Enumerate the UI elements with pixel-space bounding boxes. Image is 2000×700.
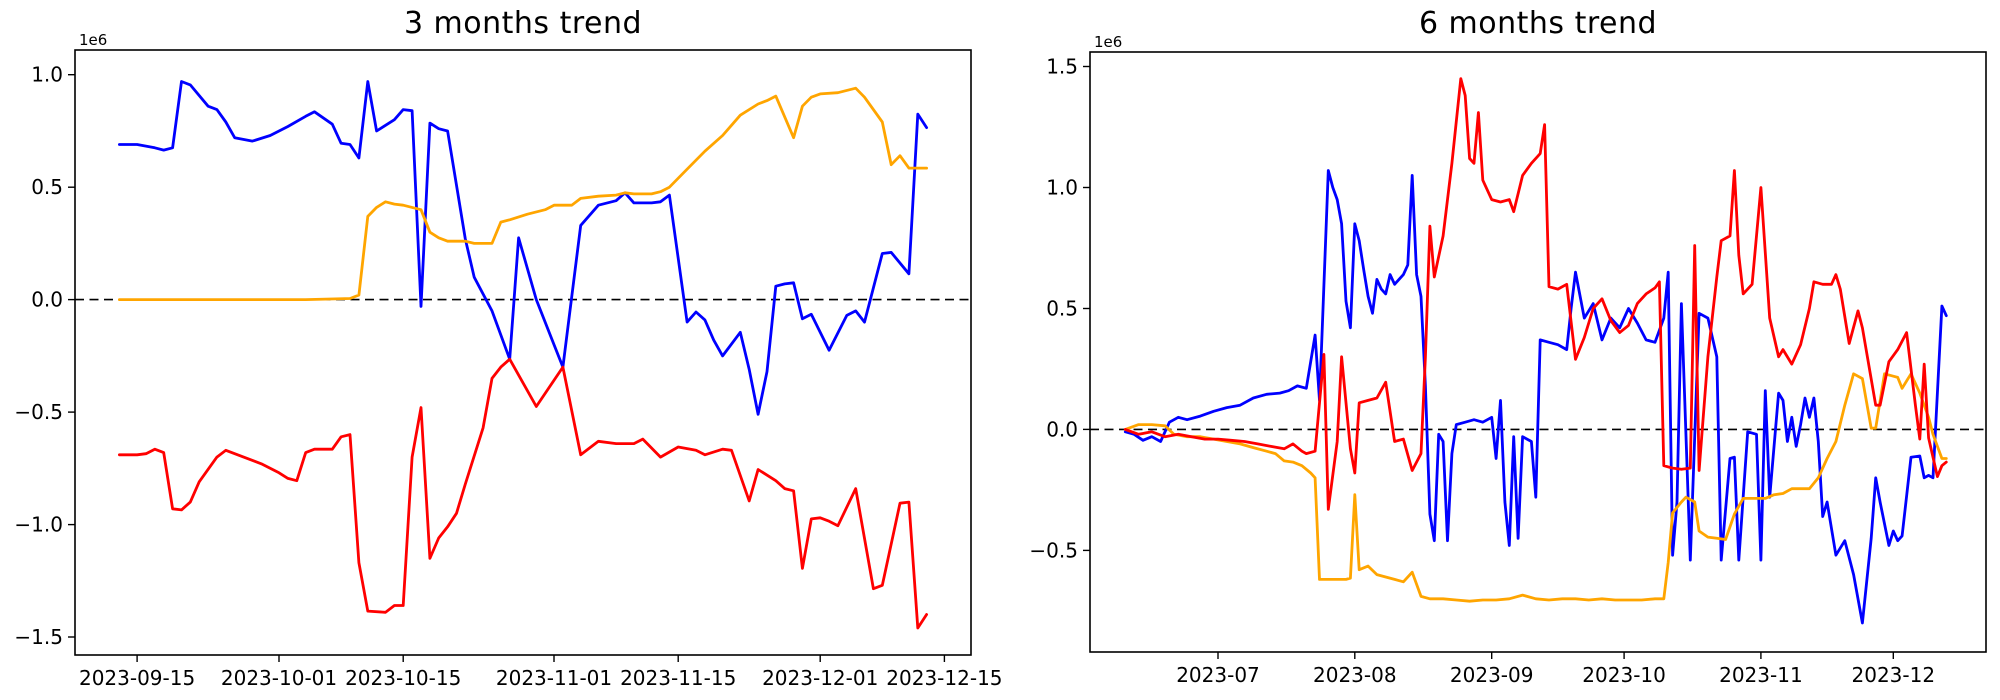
series-line-blue bbox=[1123, 169, 1948, 625]
x-tick-label: 2023-12-15 bbox=[886, 666, 1002, 690]
y-tick-label: 0.5 bbox=[1046, 297, 1078, 321]
chart-title-6-months: 6 months trend bbox=[1418, 6, 1658, 41]
y-tick-label: 0.0 bbox=[1046, 417, 1078, 441]
x-tick-label: 2023-12 bbox=[1852, 663, 1936, 687]
y-tick-label: 1.0 bbox=[31, 63, 63, 87]
x-tick-label: 2023-08 bbox=[1313, 663, 1397, 687]
x-tick-label: 2023-10 bbox=[1582, 663, 1666, 687]
series-line-red bbox=[1123, 77, 1948, 511]
x-tick-label: 2023-07 bbox=[1176, 663, 1260, 687]
series-line-orange bbox=[1123, 372, 1948, 603]
x-tick-label: 2023-11 bbox=[1719, 663, 1803, 687]
y-axis-scale-label-left: 1e6 bbox=[79, 31, 108, 49]
x-tick-label: 2023-09 bbox=[1450, 663, 1534, 687]
x-tick-label: 2023-09-15 bbox=[79, 666, 195, 690]
y-tick-label: 1.5 bbox=[1046, 55, 1078, 79]
y-tick-label: 0.5 bbox=[31, 175, 63, 199]
y-tick-label: 1.0 bbox=[1046, 176, 1078, 200]
series-line-blue bbox=[118, 80, 928, 416]
x-tick-label: 2023-10-15 bbox=[345, 666, 461, 690]
y-tick-label: 0.0 bbox=[31, 288, 63, 312]
y-axis-ticks: 1.5 1.0 0.5 0.0 −0.5 bbox=[1029, 55, 1090, 562]
y-tick-label: −0.5 bbox=[14, 400, 63, 424]
x-axis-ticks: 2023-09-15 2023-10-01 2023-10-15 2023-11-01… bbox=[79, 655, 1003, 690]
chart-panel-1: 2023-07 2023-08 2023-09 2023-10 2023-11 2023-… bbox=[1029, 51, 1987, 687]
x-axis-ticks: 2023-07 2023-08 2023-09 2023-10 2023-11 2023-… bbox=[1176, 652, 1935, 687]
y-tick-label: −1.0 bbox=[14, 513, 63, 537]
x-tick-label: 2023-12-01 bbox=[762, 666, 878, 690]
x-tick-label: 2023-11-15 bbox=[620, 666, 736, 690]
y-axis-scale-label-right: 1e6 bbox=[1094, 33, 1123, 51]
x-tick-label: 2023-11-01 bbox=[496, 666, 612, 690]
y-axis-ticks: 1.0 0.5 0.0 −0.5 −1.0 −1.5 bbox=[14, 63, 75, 649]
series-line-red bbox=[118, 357, 928, 630]
plot-border bbox=[1089, 51, 1987, 653]
series-line-orange bbox=[118, 86, 928, 302]
plot-border bbox=[74, 49, 972, 656]
y-tick-label: −0.5 bbox=[1029, 538, 1078, 562]
chart-panel-0: 2023-09-15 2023-10-01 2023-10-15 2023-11-01… bbox=[14, 49, 1003, 690]
y-tick-label: −1.5 bbox=[14, 625, 63, 649]
x-tick-label: 2023-10-01 bbox=[221, 666, 337, 690]
chart-title-3-months: 3 months trend bbox=[403, 6, 643, 41]
